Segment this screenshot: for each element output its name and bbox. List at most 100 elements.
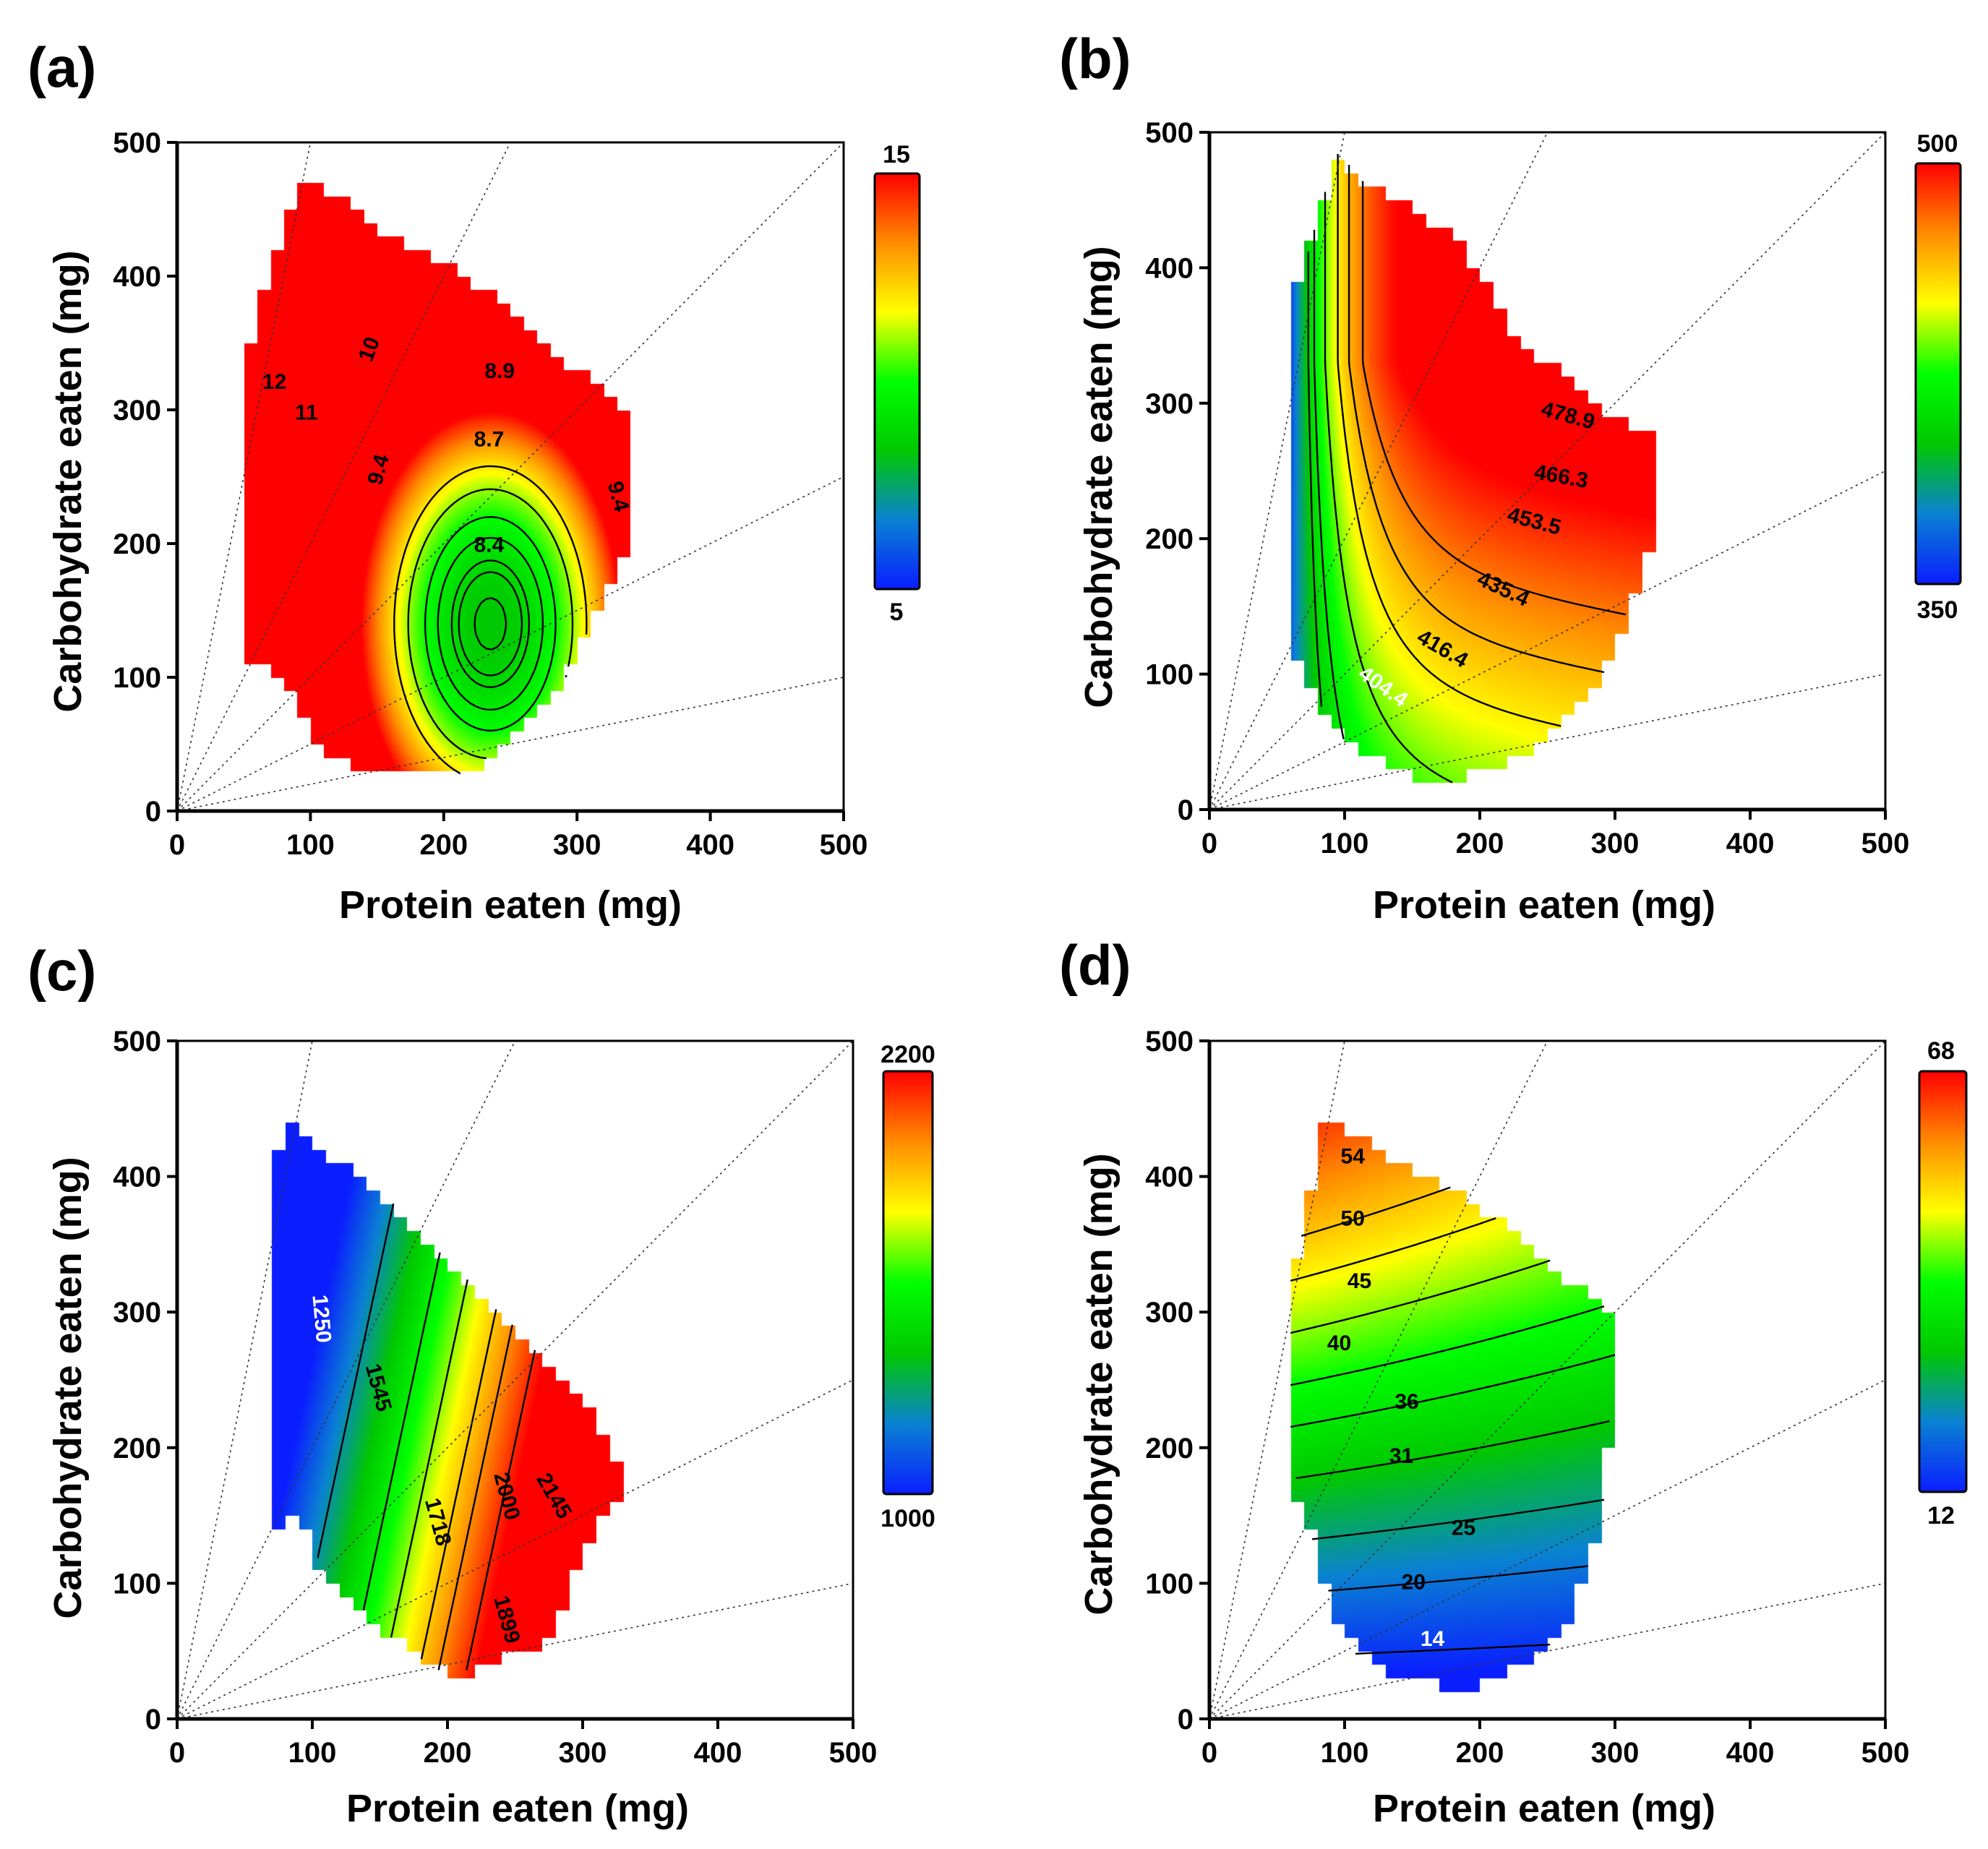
panel-d-y-tick-label: 0 <box>1178 1704 1194 1736</box>
panel-d-y-tick-label: 400 <box>1145 1162 1194 1193</box>
panel-c-contour-2000 <box>437 1324 513 1670</box>
panel-d-contour-label: 20 <box>1402 1570 1426 1594</box>
panel-d-contour-25 <box>1311 1498 1605 1540</box>
panel-d-colorbar <box>1918 1070 1968 1493</box>
panel-c-contour-1718 <box>390 1279 468 1638</box>
panel-c-x-tick-label: 300 <box>559 1737 607 1769</box>
panel-b-ray-line <box>1209 673 1886 810</box>
panel-a-x-tick-label: 300 <box>553 829 601 861</box>
panel-d-y-tick-label: 200 <box>1145 1433 1194 1464</box>
panel-a-x-tick-label: 0 <box>169 829 185 861</box>
panel-d-y-axis-title: Carbohydrate eaten (mg) <box>1077 1153 1121 1615</box>
panel-d-ray-line <box>1209 1040 1548 1720</box>
panel-a-contour-label: 8.7 <box>474 427 505 451</box>
panel-d-contour-label: 36 <box>1394 1390 1418 1414</box>
panel-b-y-axis-title: Carbohydrate eaten (mg) <box>1077 246 1121 708</box>
panel-b-y-tick-label: 400 <box>1145 252 1194 284</box>
panel-b-colorbar <box>1914 162 1962 585</box>
panel-d-contour-36 <box>1290 1354 1616 1428</box>
panel-b-y-tick-label: 200 <box>1145 523 1194 555</box>
panel-c-x-tick-label: 100 <box>288 1737 337 1769</box>
panel-c-contour-2145 <box>466 1350 536 1670</box>
panel-a-x-tick-label: 400 <box>686 829 734 861</box>
panel-c-ray-line <box>176 1040 516 1720</box>
panel-a-contour-8-9 <box>450 559 531 688</box>
panel-b-x-axis-title: Protein eaten (mg) <box>1373 883 1715 927</box>
panel-a-x-tick-label: 200 <box>419 829 468 861</box>
panel-c-y-tick-label: 500 <box>113 1026 161 1058</box>
panel-a-colorbar-max-label: 15 <box>883 141 910 168</box>
panel-d-contour-14 <box>1355 1644 1551 1655</box>
panel-d-contour-40 <box>1290 1305 1605 1386</box>
panel-d-heatmap <box>1209 1041 1885 1719</box>
panel-a-colorbar <box>873 172 921 591</box>
panel-d-plot: 14 20 25 31 36 40 45 50 54 0 100 200 300 400 500 0 100 20… <box>1145 1026 1968 1769</box>
panel-a-contour-12 <box>393 465 588 775</box>
panel-a-ray-line <box>176 142 844 812</box>
panel-d-contour-label: 25 <box>1452 1516 1475 1540</box>
panel-a-contour-label: 8.4 <box>474 533 505 557</box>
panel-d-contour-45 <box>1290 1259 1551 1334</box>
panel-b-colorbar-max-label: 500 <box>1917 130 1958 158</box>
panel-d-contour-label: 45 <box>1348 1269 1371 1293</box>
panel-c-y-tick-label: 100 <box>113 1568 161 1600</box>
panel-c-letter: (c) <box>27 939 96 1003</box>
panel-c-x-tick-label: 500 <box>829 1737 878 1769</box>
panel-c-contour-1250 <box>317 1203 395 1558</box>
panel-b-y-tick-label: 100 <box>1145 659 1194 691</box>
panel-d-y-tick-label: 300 <box>1145 1297 1194 1329</box>
panel-a-contour-9-4 <box>437 536 544 711</box>
panel-a-colorbar-min-label: 5 <box>890 599 904 626</box>
panel-b-y-tick-label: 0 <box>1178 794 1194 826</box>
panel-a-ray-line <box>176 142 312 812</box>
panel-a-contour-label: 12 <box>262 370 286 394</box>
panel-d-y-tick-label: 500 <box>1145 1026 1194 1058</box>
panel-c-x-axis-title: Protein eaten (mg) <box>346 1787 689 1830</box>
panel-a-x-tick-label: 100 <box>286 829 335 861</box>
panel-b-contour-435-4 <box>1324 192 1453 784</box>
panel-a-y-tick-label: 300 <box>113 395 161 426</box>
panel-a-contour-8-7 <box>458 571 523 677</box>
panel-d-x-tick-label: 500 <box>1861 1737 1910 1769</box>
panel-d-ray-line <box>1209 1582 1886 1720</box>
panel-b-y-tick-label: 300 <box>1145 388 1194 420</box>
panel-b-contour-453-5 <box>1337 154 1561 727</box>
panel-d-x-tick-label: 0 <box>1201 1737 1217 1769</box>
panel-a-y-axis-title: Carbohydrate eaten (mg) <box>46 250 90 712</box>
panel-d-x-tick-label: 400 <box>1726 1737 1775 1769</box>
panel-b-contour-478-9 <box>1361 181 1627 616</box>
panel-b-letter: (b) <box>1059 27 1131 90</box>
panel-c-colorbar <box>882 1070 934 1496</box>
panel-a-y-tick-label: 0 <box>145 796 161 828</box>
panel-d-contour-50 <box>1290 1217 1496 1282</box>
panel-b-x-tick-label: 200 <box>1456 828 1504 859</box>
panel-c-x-tick-label: 200 <box>424 1737 472 1769</box>
panel-a-contour-8-4 <box>474 597 507 651</box>
panel-c-x-tick-label: 0 <box>169 1737 185 1769</box>
panel-b-x-tick-label: 100 <box>1321 828 1369 859</box>
panel-d-contour-label: 31 <box>1389 1444 1413 1468</box>
panel-d-x-tick-label: 200 <box>1456 1737 1504 1769</box>
panel-d-x-tick-label: 300 <box>1591 1737 1640 1769</box>
panel-c-y-tick-label: 300 <box>113 1297 161 1329</box>
panel-d-contour-20 <box>1328 1565 1588 1592</box>
panel-a-contour-10 <box>424 516 557 732</box>
panel-a-contour-11 <box>407 488 574 760</box>
panel-c-contour-label: 1250 <box>307 1294 335 1344</box>
panel-d-contour-54 <box>1301 1186 1451 1237</box>
panel-c-y-tick-label: 400 <box>113 1162 161 1193</box>
panel-b-ray-line <box>1209 132 1548 810</box>
panel-d-contour-label: 14 <box>1421 1627 1445 1651</box>
panel-a-letter: (a) <box>27 35 96 99</box>
panel-b-ray-line <box>1209 470 1886 810</box>
panel-c-y-tick-label: 200 <box>113 1433 161 1464</box>
panel-d-contour-31 <box>1295 1420 1610 1480</box>
panel-d-colorbar-max-label: 68 <box>1927 1037 1955 1065</box>
